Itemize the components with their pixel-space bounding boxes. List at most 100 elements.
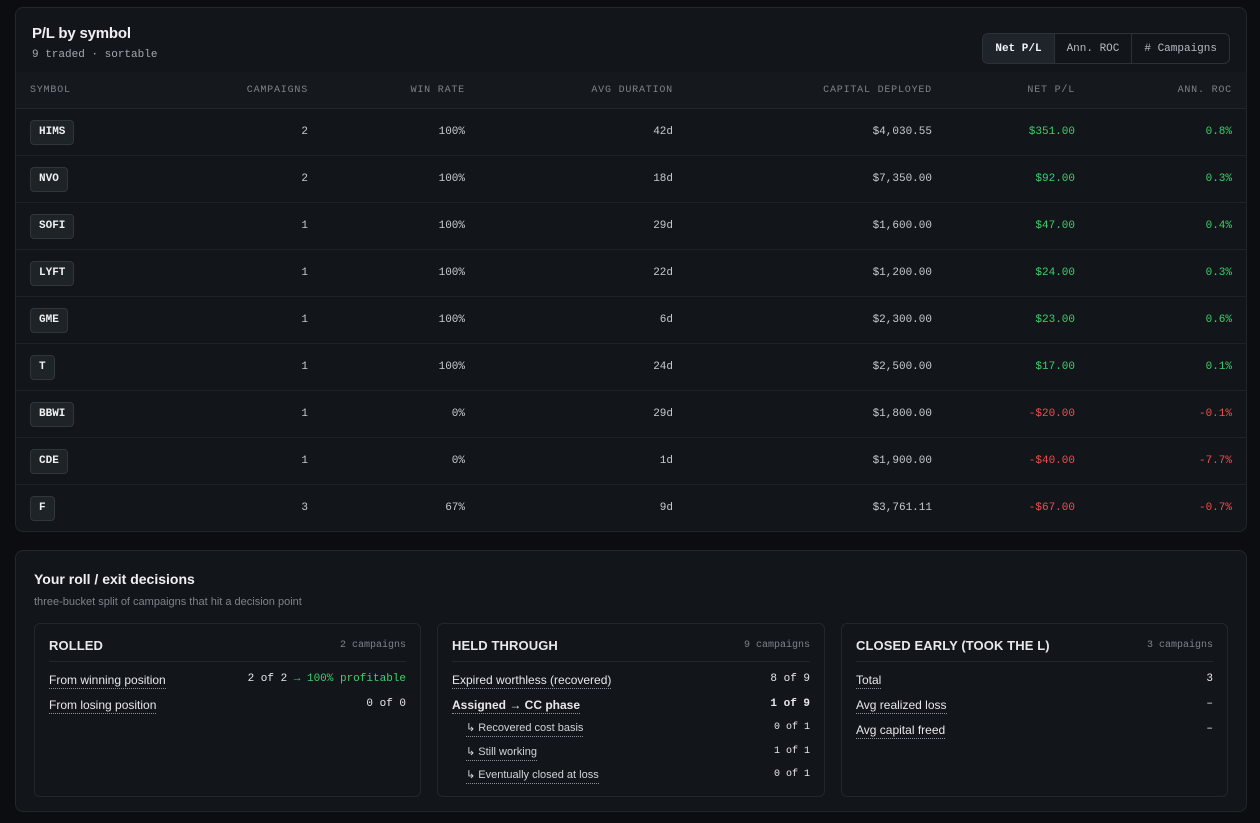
table-body: HIMS 2 100% 42d $4,030.55 $351.00 0.8% N…	[16, 109, 1246, 531]
avg-duration-cell: 9d	[659, 502, 673, 514]
rolled-winning-value: 2 of 2 → 100% profitable	[248, 673, 406, 685]
held-closed-loss-label[interactable]: ↳ Eventually closed at loss	[466, 768, 599, 784]
symbol-chip: NVO	[30, 167, 68, 192]
ann-roc-cell: 0.3%	[1205, 173, 1232, 185]
toggle-ann-roc[interactable]: Ann. ROC	[1053, 34, 1132, 63]
campaigns-cell: 1	[301, 408, 308, 420]
held-expired-value: 8 of 9	[770, 673, 810, 685]
closed-total-value: 3	[1206, 673, 1213, 685]
net-pl-cell: $17.00	[1035, 361, 1075, 373]
win-rate-cell: 100%	[438, 220, 465, 232]
symbol-chip: HIMS	[30, 120, 75, 145]
campaigns-cell: 1	[301, 267, 308, 279]
avg-duration-cell: 29d	[653, 220, 673, 232]
held-expired-line: Expired worthless (recovered) 8 of 9	[452, 672, 810, 690]
decisions-subtitle: three-bucket split of campaigns that hit…	[34, 596, 302, 608]
win-rate-cell: 100%	[438, 314, 465, 326]
table-row-hims[interactable]: HIMS 2 100% 42d $4,030.55 $351.00 0.8%	[16, 109, 1246, 156]
win-rate-cell: 67%	[445, 502, 465, 514]
symbol-chip: LYFT	[30, 261, 75, 286]
closed-avg-loss-label[interactable]: Avg realized loss	[856, 698, 947, 714]
rolled-winning-profitable: → 100% profitable	[287, 673, 406, 685]
capital-cell: $1,200.00	[872, 267, 932, 279]
table-row-gme[interactable]: GME 1 100% 6d $2,300.00 $23.00 0.6%	[16, 297, 1246, 344]
rolled-card-header: ROLLED 2 campaigns	[49, 624, 406, 662]
held-closed-loss-value: 0 of 1	[773, 769, 810, 780]
capital-cell: $1,600.00	[872, 220, 932, 232]
symbol-chip: GME	[30, 308, 68, 333]
rolled-card: ROLLED 2 campaigns From winning position…	[34, 623, 421, 797]
campaigns-cell: 1	[301, 361, 308, 373]
avg-duration-cell: 6d	[659, 314, 673, 326]
net-pl-cell: -$67.00	[1028, 502, 1075, 514]
decisions-panel: Your roll / exit decisions three-bucket …	[15, 550, 1247, 812]
table-row-t[interactable]: T 1 100% 24d $2,500.00 $17.00 0.1%	[16, 344, 1246, 391]
capital-cell: $3,761.11	[872, 502, 932, 514]
held-working-value: 1 of 1	[773, 746, 810, 757]
capital-cell: $2,500.00	[872, 361, 932, 373]
campaigns-cell: 2	[301, 126, 308, 138]
avg-duration-cell: 18d	[653, 173, 673, 185]
net-pl-cell: -$40.00	[1028, 455, 1075, 467]
win-rate-cell: 100%	[438, 361, 465, 373]
col-net-pl[interactable]: NET P/L	[1027, 85, 1075, 96]
table-row-bbwi[interactable]: BBWI 1 0% 29d $1,800.00 -$20.00 -0.1%	[16, 391, 1246, 438]
closed-avg-loss-value: –	[1206, 698, 1213, 710]
rolled-losing-line: From losing position 0 of 0	[49, 697, 406, 715]
held-recovered-line: ↳ Recovered cost basis 0 of 1	[452, 721, 810, 739]
closed-title: CLOSED EARLY (TOOK THE L)	[856, 638, 1050, 653]
ann-roc-cell: 0.6%	[1205, 314, 1232, 326]
symbol-chip: F	[30, 496, 55, 521]
symbol-chip: BBWI	[30, 402, 75, 427]
held-assigned-label[interactable]: Assigned → CC phase	[452, 698, 581, 714]
table-row-cde[interactable]: CDE 1 0% 1d $1,900.00 -$40.00 -7.7%	[16, 438, 1246, 485]
metric-toggle: Net P/L Ann. ROC # Campaigns	[982, 33, 1230, 64]
rolled-count: 2 campaigns	[339, 640, 406, 651]
rolled-winning-label[interactable]: From winning position	[49, 673, 166, 689]
rolled-winning-count: 2 of 2	[247, 673, 288, 685]
held-working-label[interactable]: ↳ Still working	[466, 745, 537, 761]
campaigns-cell: 1	[301, 314, 308, 326]
toggle-campaigns[interactable]: # Campaigns	[1131, 34, 1229, 63]
closed-capital-freed-label[interactable]: Avg capital freed	[856, 723, 946, 739]
closed-total-label[interactable]: Total	[856, 673, 882, 689]
campaigns-cell: 2	[301, 173, 308, 185]
col-capital-deployed[interactable]: CAPITAL DEPLOYED	[823, 85, 932, 96]
net-pl-cell: -$20.00	[1028, 408, 1075, 420]
held-assigned-line: Assigned → CC phase 1 of 9	[452, 697, 810, 715]
table-row-sofi[interactable]: SOFI 1 100% 29d $1,600.00 $47.00 0.4%	[16, 203, 1246, 250]
campaigns-cell: 1	[301, 220, 308, 232]
ann-roc-cell: -7.7%	[1198, 455, 1232, 467]
win-rate-cell: 0%	[451, 408, 465, 420]
ann-roc-cell: -0.7%	[1198, 502, 1232, 514]
table-row-lyft[interactable]: LYFT 1 100% 22d $1,200.00 $24.00 0.3%	[16, 250, 1246, 297]
avg-duration-cell: 22d	[653, 267, 673, 279]
win-rate-cell: 0%	[451, 455, 465, 467]
table-row-nvo[interactable]: NVO 2 100% 18d $7,350.00 $92.00 0.3%	[16, 156, 1246, 203]
capital-cell: $1,900.00	[872, 455, 932, 467]
col-avg-duration[interactable]: AVG DURATION	[591, 85, 673, 96]
rolled-losing-label[interactable]: From losing position	[49, 698, 157, 714]
campaigns-cell: 3	[301, 502, 308, 514]
col-win-rate[interactable]: WIN RATE	[410, 85, 465, 96]
avg-duration-cell: 42d	[653, 126, 673, 138]
ann-roc-cell: 0.4%	[1205, 220, 1232, 232]
table-row-f[interactable]: F 3 67% 9d $3,761.11 -$67.00 -0.7%	[16, 485, 1246, 531]
col-campaigns[interactable]: CAMPAIGNS	[246, 85, 308, 96]
pl-subtitle: 9 traded · sortable	[32, 49, 158, 61]
ann-roc-cell: 0.8%	[1205, 126, 1232, 138]
closed-avg-loss-line: Avg realized loss –	[856, 697, 1213, 715]
toggle-net-pl[interactable]: Net P/L	[983, 34, 1054, 63]
held-recovered-label[interactable]: ↳ Recovered cost basis	[466, 721, 584, 737]
closed-count: 3 campaigns	[1146, 640, 1213, 651]
held-title: HELD THROUGH	[452, 638, 558, 653]
col-ann-roc[interactable]: ANN. ROC	[1177, 85, 1232, 96]
held-card-header: HELD THROUGH 9 campaigns	[452, 624, 810, 662]
win-rate-cell: 100%	[438, 173, 465, 185]
col-symbol[interactable]: SYMBOL	[30, 85, 71, 96]
net-pl-cell: $24.00	[1035, 267, 1075, 279]
held-expired-label[interactable]: Expired worthless (recovered)	[452, 673, 612, 689]
win-rate-cell: 100%	[438, 126, 465, 138]
closed-card-header: CLOSED EARLY (TOOK THE L) 3 campaigns	[856, 624, 1213, 662]
held-assigned-value: 1 of 9	[770, 698, 810, 710]
